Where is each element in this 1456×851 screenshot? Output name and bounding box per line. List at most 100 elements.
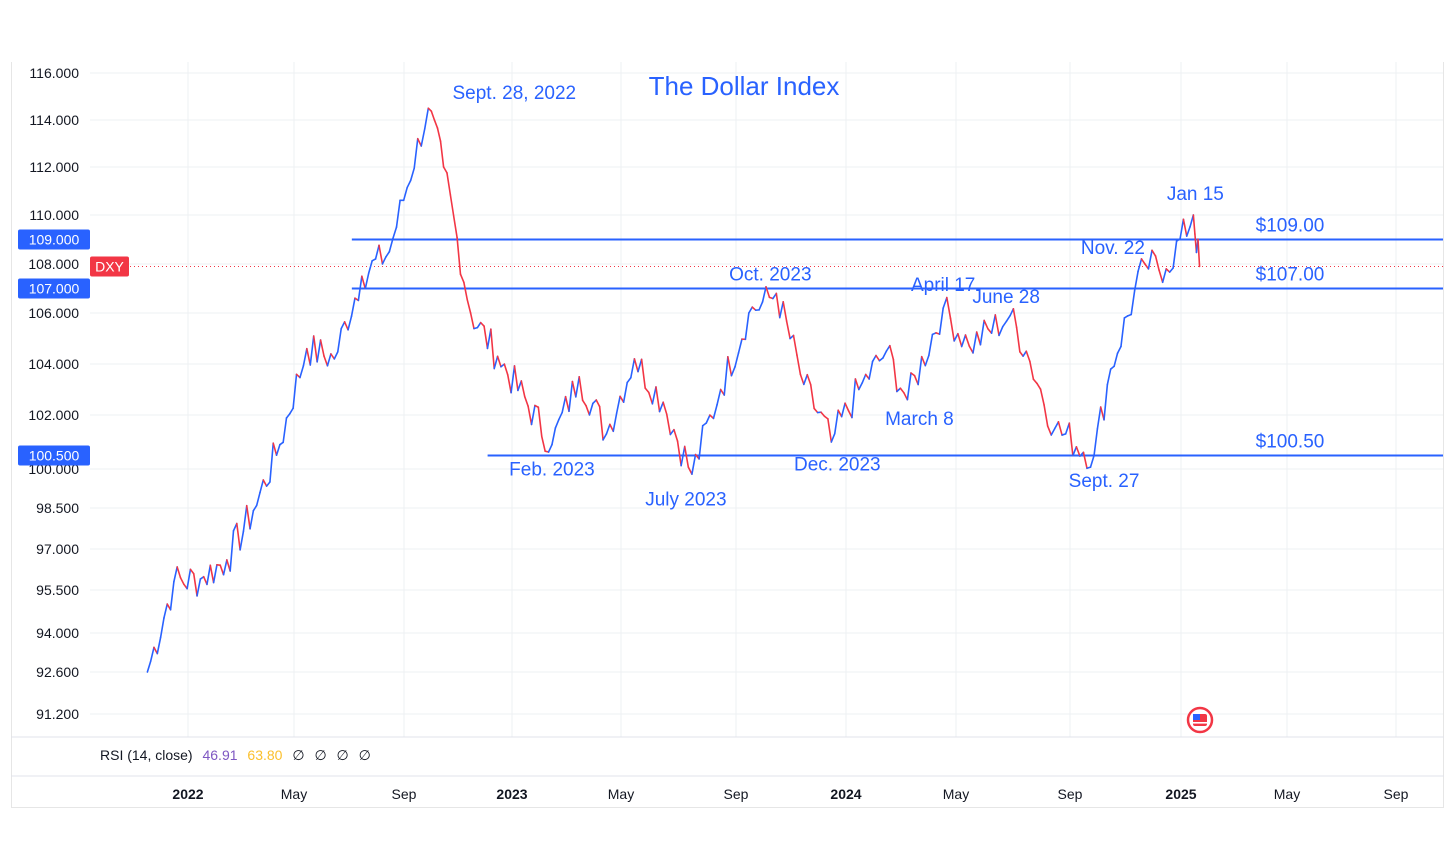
price-segment	[1096, 406, 1102, 430]
price-segment	[249, 509, 255, 530]
y-tick-label: 104.000	[28, 356, 79, 372]
price-segment	[537, 406, 543, 438]
price-segment	[630, 358, 636, 379]
price-segment	[972, 331, 978, 354]
price-segment	[705, 414, 711, 424]
price-segment	[463, 281, 469, 301]
price-segment	[333, 351, 339, 360]
price-segment	[196, 578, 202, 597]
y-tick-label: 112.000	[29, 159, 79, 175]
price-segment	[564, 395, 570, 413]
price-segment	[413, 137, 419, 170]
price-segment	[439, 140, 445, 168]
price-segment	[840, 402, 846, 418]
price-segment	[420, 127, 426, 147]
price-segment	[530, 404, 536, 426]
price-segment	[540, 435, 546, 453]
rsi-value: 46.91	[202, 747, 238, 763]
y-tick-label: 92.600	[36, 664, 79, 680]
rsi-legend[interactable]: RSI (14, close) 46.91 63.80 ∅ ∅ ∅ ∅	[100, 747, 377, 764]
y-tick-label: 94.000	[36, 625, 79, 641]
price-segment	[924, 354, 930, 367]
price-segment	[252, 504, 258, 512]
price-segment	[568, 380, 574, 413]
rsi-placeholder-2: ∅	[314, 747, 327, 763]
price-segment	[727, 355, 733, 377]
tradingview-flag-icon[interactable]	[1186, 706, 1214, 734]
x-tick-label: Sep	[1058, 786, 1083, 802]
price-segment	[269, 442, 275, 483]
price-segment	[265, 481, 271, 487]
price-segment	[990, 314, 997, 334]
price-segment	[523, 395, 529, 408]
price-segment	[350, 297, 356, 317]
price-segment	[960, 334, 967, 348]
price-segment	[665, 413, 672, 436]
price-segment	[242, 504, 248, 533]
level-badge-value: 109.000	[29, 232, 80, 248]
price-segment	[282, 417, 288, 444]
price-segment	[146, 660, 152, 673]
price-segment	[554, 418, 560, 429]
price-segment	[837, 409, 843, 418]
price-segment	[496, 355, 502, 368]
annotation-label: Feb. 2023	[509, 459, 595, 480]
price-segment	[782, 300, 788, 323]
price-segment	[1161, 268, 1167, 284]
price-segment	[1029, 360, 1035, 381]
price-segment	[979, 319, 985, 346]
price-segment	[820, 411, 826, 418]
price-segment	[792, 334, 798, 356]
price-segment	[486, 328, 492, 350]
price-segment	[581, 399, 587, 407]
price-segment	[503, 363, 509, 376]
price-segment	[844, 402, 850, 412]
x-tick-label: Sep	[1384, 786, 1409, 802]
price-segment	[409, 167, 416, 182]
level-badge-value: 100.500	[29, 448, 80, 464]
price-segment	[469, 312, 475, 330]
price-segment	[785, 320, 791, 340]
price-segment	[1046, 425, 1053, 436]
price-segment	[875, 354, 881, 362]
price-segment	[1172, 240, 1178, 269]
price-segment	[430, 110, 436, 121]
level-label: $100.50	[1256, 432, 1325, 453]
symbol-badge	[90, 256, 129, 277]
x-tick-label: 2025	[1165, 786, 1196, 802]
x-tick-label: 2023	[496, 786, 527, 802]
price-segment	[868, 360, 874, 380]
price-segment	[676, 440, 682, 467]
price-segment	[899, 387, 905, 394]
price-segment	[1106, 368, 1112, 386]
price-segment	[513, 365, 519, 392]
price-segment	[189, 568, 195, 575]
price-segment	[585, 404, 591, 416]
price-segment	[262, 479, 268, 487]
price-segment	[159, 617, 165, 639]
price-segment	[1192, 214, 1196, 235]
price-segment	[374, 244, 380, 260]
price-segment	[1151, 249, 1157, 257]
rsi-placeholder-1: ∅	[292, 747, 305, 763]
price-segment	[640, 358, 646, 389]
price-segment	[998, 325, 1004, 337]
price-segment	[968, 345, 974, 354]
price-segment	[946, 296, 952, 320]
price-segment	[406, 179, 412, 189]
x-tick-label: May	[1274, 786, 1300, 802]
price-segment	[761, 286, 767, 303]
price-segment	[1032, 378, 1038, 385]
price-segment	[626, 376, 632, 384]
x-tick-label: 2022	[172, 786, 203, 802]
rsi-placeholder-4: ∅	[358, 747, 371, 763]
price-segment	[323, 355, 329, 367]
annotation-label: Oct. 2023	[729, 265, 811, 286]
price-segment	[1082, 451, 1088, 470]
annotation-label: Nov. 22	[1081, 238, 1145, 259]
price-segment	[292, 373, 298, 410]
chart-title: The Dollar Index	[649, 71, 840, 101]
price-segment	[953, 332, 959, 342]
price-segment	[388, 237, 394, 253]
